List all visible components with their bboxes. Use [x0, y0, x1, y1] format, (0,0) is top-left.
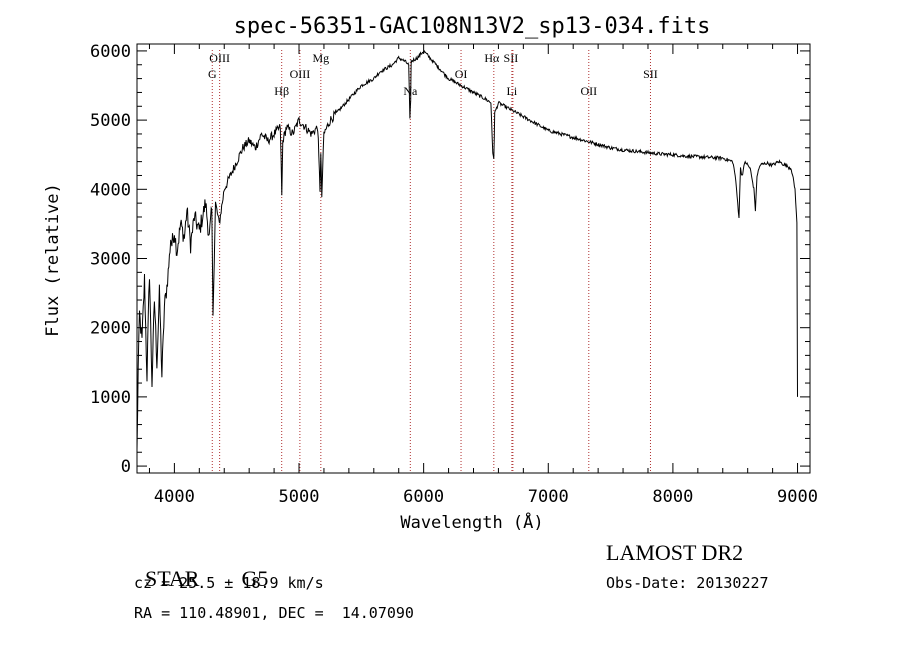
line-marker-label: Li	[507, 84, 518, 98]
line-marker-label: G	[208, 67, 217, 81]
coordinates-text: RA = 110.48901, DEC = 14.07090	[134, 604, 414, 622]
line-marker-label: SII	[643, 67, 658, 81]
redshift-text: cz = 25.5 ± 18.9 km/s	[134, 574, 324, 592]
line-marker-label: Mg	[312, 51, 329, 65]
x-tick-label: 4000	[154, 487, 195, 507]
line-marker-label: OIII	[290, 67, 311, 81]
line-marker-label: Hα	[484, 51, 500, 65]
plot-frame	[136, 43, 811, 474]
x-tick-label: 8000	[652, 487, 693, 507]
y-tick-label: 3000	[90, 250, 131, 270]
y-tick-label: 1000	[90, 388, 131, 408]
line-marker-label: SII	[504, 51, 519, 65]
spectrum-line	[136, 50, 798, 450]
survey-name: LAMOST DR2	[606, 540, 744, 565]
line-marker-label: OI	[455, 67, 468, 81]
y-tick-label: 2000	[90, 319, 131, 339]
line-marker-label: OII	[580, 84, 597, 98]
line-marker-label: OIII	[209, 51, 230, 65]
x-axis-label: Wavelength (Å)	[400, 511, 543, 533]
x-tick-label: 7000	[528, 487, 569, 507]
x-tick-label: 6000	[403, 487, 444, 507]
object-class: STAR G5	[134, 540, 268, 592]
object-subclass: G5	[241, 566, 269, 591]
y-tick-label: 4000	[90, 180, 131, 200]
chart-title: spec-56351-GAC108N13V2_sp13-034.fits	[234, 14, 711, 39]
y-tick-label: 6000	[90, 42, 131, 62]
y-axis-label: Flux (relative)	[43, 183, 63, 337]
object-type: STAR	[145, 566, 200, 591]
y-tick-label: 0	[121, 457, 131, 477]
x-tick-label: 9000	[777, 487, 818, 507]
x-tick-label: 5000	[279, 487, 320, 507]
obs-date-text: Obs-Date: 20130227	[606, 574, 769, 592]
y-tick-label: 5000	[90, 111, 131, 131]
plot-area: 4000 5000 6000 7000 8000 9000 0 1000 2000 3000 400…	[90, 42, 818, 507]
line-marker-label: Hβ	[274, 84, 289, 98]
